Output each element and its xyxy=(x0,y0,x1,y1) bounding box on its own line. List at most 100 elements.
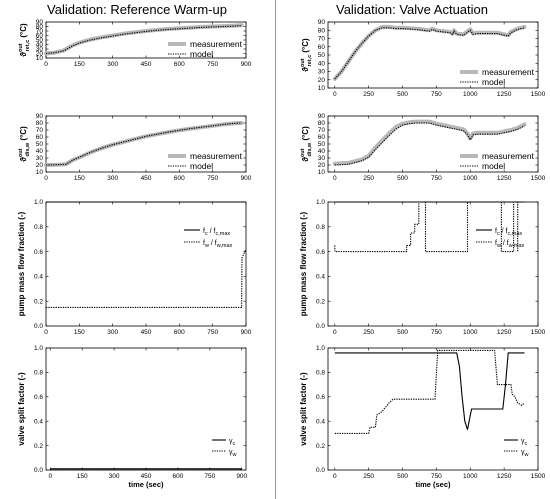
x-tick-label: 150 xyxy=(74,329,85,336)
y-tick-label: 1.0 xyxy=(316,199,325,206)
legend: γc γw xyxy=(504,438,529,458)
x-tick-label: 500 xyxy=(397,329,408,336)
x-tick-label: 1000 xyxy=(463,329,478,336)
y-tick-label: 30 xyxy=(36,155,44,162)
legend-label-fc: fc / fc,max xyxy=(495,228,522,237)
y-tick-label: 80 xyxy=(36,120,44,127)
y-axis-label: ϑoutret,c (°C) xyxy=(300,38,313,72)
y-tick-label: 70 xyxy=(318,36,326,43)
y-tick-label: 1.0 xyxy=(34,345,43,352)
y-tick-label: 20 xyxy=(36,51,44,58)
x-tick-label: 600 xyxy=(172,473,183,480)
y-axis-label: pump mass flow fraction (-) xyxy=(299,211,308,316)
x-tick-label: 300 xyxy=(107,61,118,68)
y-tick-label: 70 xyxy=(36,127,44,134)
y-tick-label: 90 xyxy=(318,19,326,26)
y-tick-label: 0.8 xyxy=(316,370,325,377)
plot-frame xyxy=(327,21,539,89)
y-tick-label: 80 xyxy=(36,24,44,31)
x-tick-label: 600 xyxy=(174,175,185,182)
x-tick-label: 1000 xyxy=(463,91,478,98)
y-tick-label: 20 xyxy=(318,77,326,84)
left-column-title: Validation: Reference Warm-up xyxy=(47,2,227,17)
y-tick-label: 90 xyxy=(36,19,44,26)
x-tick-label: 1000 xyxy=(463,473,478,480)
legend: γc γw xyxy=(212,438,237,458)
chart-warmup-valve: 0 150 300 450 600 750 900 0.0 0.2 0.4 0.6 0.8 1.0 val… xyxy=(17,345,248,489)
y-tick-label: 30 xyxy=(318,69,326,76)
x-tick-label: 1250 xyxy=(497,329,512,336)
y-axis-label: valve split factor (-) xyxy=(299,372,308,446)
series-yc xyxy=(334,352,525,430)
y-tick-label: 0.0 xyxy=(316,323,325,330)
y-tick-label: 0.6 xyxy=(316,249,325,256)
y-tick-label: 0.8 xyxy=(34,370,43,377)
legend-label-yw: γw xyxy=(521,449,529,458)
chart-valve-valve: 0 250 500 750 1000 1250 1500 0.0 0.2 0.4 0.6 0.8 1.0… xyxy=(299,345,546,489)
x-tick-label: 900 xyxy=(241,61,252,68)
y-tick-label: 0.2 xyxy=(316,298,325,305)
y-tick-label: 1.0 xyxy=(316,345,325,352)
y-tick-label: 1.0 xyxy=(34,199,43,206)
series-model xyxy=(45,122,242,166)
x-tick-label: 250 xyxy=(363,329,374,336)
y-tick-label: 30 xyxy=(36,46,44,53)
y-tick-label: 10 xyxy=(36,55,44,62)
y-tick-label: 60 xyxy=(36,33,44,40)
chart-valve-dis: 0 250 500 750 1000 1250 1500 102030405060708090… xyxy=(300,113,546,182)
y-tick-label: 0.0 xyxy=(316,467,325,474)
y-tick-label: 60 xyxy=(318,44,326,51)
legend-label-measurement: measurement xyxy=(482,67,535,77)
x-tick-label: 1000 xyxy=(463,175,478,182)
y-tick-label: 0.6 xyxy=(316,394,325,401)
y-tick-label: 60 xyxy=(318,134,326,141)
y-tick-label: 0.2 xyxy=(316,443,325,450)
x-tick-label: 750 xyxy=(207,329,218,336)
x-tick-label: 250 xyxy=(363,91,374,98)
x-tick-label: 300 xyxy=(107,329,118,336)
series-fw xyxy=(46,248,247,308)
legend-label-yc: γc xyxy=(229,438,236,447)
x-tick-label: 600 xyxy=(174,61,185,68)
x-tick-label: 750 xyxy=(431,175,442,182)
series-measurement xyxy=(332,24,527,81)
y-axis-label: pump mass flow fraction (-) xyxy=(17,211,26,316)
y-tick-label: 50 xyxy=(318,52,326,59)
x-tick-label: 150 xyxy=(74,61,85,68)
x-tick-label: 1250 xyxy=(497,175,512,182)
y-tick-label: 0.6 xyxy=(34,249,43,256)
x-tick-label: 450 xyxy=(141,473,152,480)
series-measurement xyxy=(332,119,527,166)
y-tick-label: 50 xyxy=(36,141,44,148)
x-tick-label: 150 xyxy=(74,175,85,182)
y-tick-label: 50 xyxy=(318,141,326,148)
x-tick-label: 0 xyxy=(44,329,48,336)
y-tick-label: 10 xyxy=(318,85,326,92)
column-divider xyxy=(275,0,276,499)
legend-label-fw: fw / fw,max xyxy=(203,240,233,249)
x-tick-label: 300 xyxy=(109,473,120,480)
y-tick-label: 60 xyxy=(36,134,44,141)
y-tick-label: 50 xyxy=(36,37,44,44)
y-tick-label: 0.0 xyxy=(34,323,43,330)
legend: fc / fc,max fw / fw,max xyxy=(184,228,233,249)
x-tick-label: 0 xyxy=(333,91,337,98)
legend-label-model: model xyxy=(190,161,213,171)
x-tick-label: 250 xyxy=(363,473,374,480)
x-axis-label: time (sec) xyxy=(128,480,164,489)
x-tick-label: 750 xyxy=(207,61,218,68)
plot-frame xyxy=(327,347,539,471)
y-tick-label: 0.6 xyxy=(34,394,43,401)
legend: fc / fc,max fw / fw,max xyxy=(476,228,525,249)
y-tick-label: 0.4 xyxy=(316,418,325,425)
y-axis-label: ϑoutret,c (°C) xyxy=(18,23,31,57)
x-tick-label: 750 xyxy=(204,473,215,480)
y-tick-label: 80 xyxy=(318,27,326,34)
x-tick-label: 0 xyxy=(333,329,337,336)
x-tick-label: 900 xyxy=(241,329,252,336)
